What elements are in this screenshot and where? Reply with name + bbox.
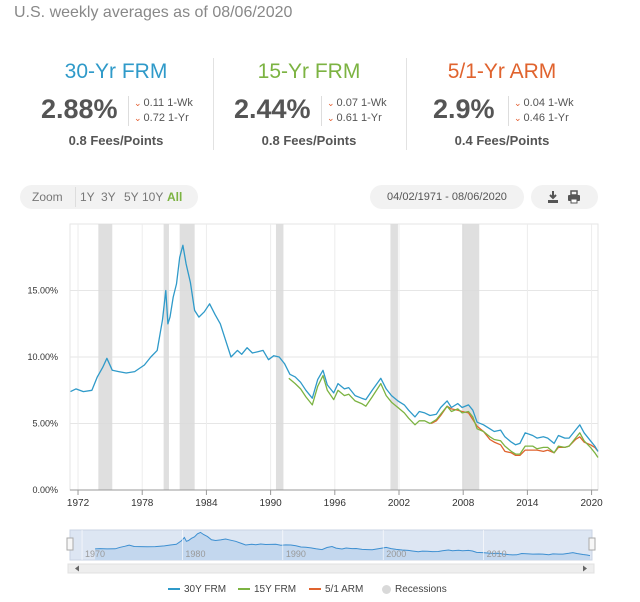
export-tools	[531, 185, 598, 209]
down-arrow-icon: ⌄	[134, 113, 142, 123]
legend-item-recessions[interactable]: Recessions	[382, 584, 447, 595]
x-tick-label: 2014	[516, 498, 539, 509]
card-51-arm: 5/1-Yr ARM 2.9% ⌄ 0.04 1-Wk ⌄ 0.46 1-Yr 0.…	[402, 56, 602, 156]
fees-points: 0.8 Fees/Points	[261, 133, 357, 148]
change-1wk: 0.04 1-Wk	[523, 97, 574, 109]
navigator: 1970 1980 1990 2000 2010	[66, 529, 596, 574]
zoom-all-button[interactable]: All	[167, 190, 183, 204]
y-tick-label: 10.00%	[27, 352, 58, 362]
recession-band	[179, 224, 195, 490]
series-line	[70, 244, 599, 452]
rate-changes: ⌄ 0.04 1-Wk ⌄ 0.46 1-Yr	[508, 96, 574, 126]
x-tick-label: 1996	[324, 498, 347, 509]
card-title: 30-Yr FRM	[64, 60, 168, 83]
x-tick-label: 2002	[388, 498, 411, 509]
rate-value: 2.44%	[234, 94, 311, 124]
card-15yr-frm: 15-Yr FRM 2.44% ⌄ 0.07 1-Wk ⌄ 0.61 1-Yr 0.…	[209, 56, 409, 156]
change-1wk: 0.07 1-Wk	[336, 97, 387, 109]
fees-points: 0.4 Fees/Points	[454, 133, 550, 148]
rate-value: 2.9%	[433, 94, 495, 124]
recession-band	[98, 224, 113, 490]
navigator-tick-label: 2000	[386, 549, 406, 559]
fees-points: 0.8 Fees/Points	[68, 133, 164, 148]
change-1yr: 0.46 1-Yr	[523, 112, 569, 124]
legend-label: 5/1 ARM	[325, 584, 364, 595]
legend-item-arm[interactable]: 5/1 ARM	[309, 584, 363, 595]
navigator-tick-label: 1990	[286, 549, 306, 559]
navigator-scrollbar[interactable]	[67, 563, 595, 574]
zoom-1y-button[interactable]: 1Y	[80, 190, 95, 204]
y-tick-label: 15.00%	[27, 286, 58, 296]
x-tick-label: 2008	[452, 498, 475, 509]
card-title: 15-Yr FRM	[257, 60, 361, 83]
zoom-label: Zoom	[32, 190, 63, 204]
legend-swatch	[309, 588, 321, 591]
change-1wk: 0.11 1-Wk	[143, 97, 193, 109]
axis-layer: 0.00% 5.00% 10.00% 15.00% 1972 1978 1984 1990 19…	[27, 286, 603, 510]
zoom-bar: Zoom 1Y 3Y 5Y 10Y All	[20, 185, 198, 209]
navigator-area	[95, 532, 590, 560]
card-30yr-frm: 30-Yr FRM 2.88% ⌄ 0.11 1-Wk ⌄ 0.72 1-Yr 0.…	[16, 56, 216, 156]
divider	[406, 58, 407, 150]
rate-changes: ⌄ 0.11 1-Wk ⌄ 0.72 1-Yr	[128, 96, 193, 126]
x-tick-label: 1978	[131, 498, 154, 509]
recession-band	[163, 224, 169, 490]
legend-swatch	[168, 588, 180, 591]
scroll-right-icon[interactable]	[583, 565, 587, 572]
page-subtitle: U.S. weekly averages as of 08/06/2020	[14, 4, 293, 21]
scroll-left-icon[interactable]	[75, 565, 79, 572]
navigator-tick-label: 1970	[85, 549, 105, 559]
rate-value: 2.88%	[41, 94, 118, 124]
navigator-tick-label: 1980	[185, 549, 205, 559]
x-tick-label: 1984	[195, 498, 218, 509]
change-1yr: 0.61 1-Yr	[336, 112, 382, 124]
zoom-10y-button[interactable]: 10Y	[142, 190, 164, 204]
date-range-display[interactable]: 04/02/1971 - 08/06/2020	[370, 185, 524, 209]
y-tick-label: 0.00%	[32, 485, 58, 495]
download-icon[interactable]	[546, 190, 560, 204]
divider	[75, 187, 76, 207]
x-tick-label: 1972	[67, 498, 90, 509]
navigator-handle[interactable]	[66, 537, 74, 551]
recession-band	[462, 224, 480, 490]
legend-label: 15Y FRM	[254, 584, 297, 595]
legend-item-15y[interactable]: 15Y FRM	[238, 584, 296, 595]
grid-layer	[69, 223, 599, 491]
legend-swatch	[382, 584, 391, 594]
legend-swatch	[238, 588, 250, 591]
down-arrow-icon: ⌄	[514, 98, 522, 108]
change-1yr: 0.72 1-Yr	[143, 112, 189, 124]
x-tick-label: 2020	[580, 498, 603, 509]
series-line	[288, 374, 599, 458]
zoom-5y-button[interactable]: 5Y	[124, 190, 139, 204]
navigator-series-line	[95, 531, 591, 557]
x-tick-label: 1990	[259, 498, 282, 509]
down-arrow-icon: ⌄	[514, 113, 522, 123]
recession-band	[390, 224, 398, 490]
legend-item-30y[interactable]: 30Y FRM	[168, 584, 226, 595]
zoom-3y-button[interactable]: 3Y	[101, 190, 116, 204]
down-arrow-icon: ⌄	[327, 113, 335, 123]
navigator-tick-label: 2010	[487, 549, 507, 559]
print-icon[interactable]	[567, 190, 581, 204]
card-title: 5/1-Yr ARM	[447, 60, 557, 83]
legend-label: 30Y FRM	[184, 584, 227, 595]
series-layer	[70, 244, 599, 458]
rate-changes: ⌄ 0.07 1-Wk ⌄ 0.61 1-Yr	[321, 96, 387, 126]
navigator-handle[interactable]	[588, 537, 596, 551]
divider	[213, 58, 214, 150]
rate-summary: 30-Yr FRM 2.88% ⌄ 0.11 1-Wk ⌄ 0.72 1-Yr 0.…	[16, 56, 616, 156]
down-arrow-icon: ⌄	[327, 98, 335, 108]
legend-label: Recessions	[395, 584, 447, 595]
down-arrow-icon: ⌄	[134, 98, 142, 108]
y-tick-label: 5.00%	[32, 419, 58, 429]
